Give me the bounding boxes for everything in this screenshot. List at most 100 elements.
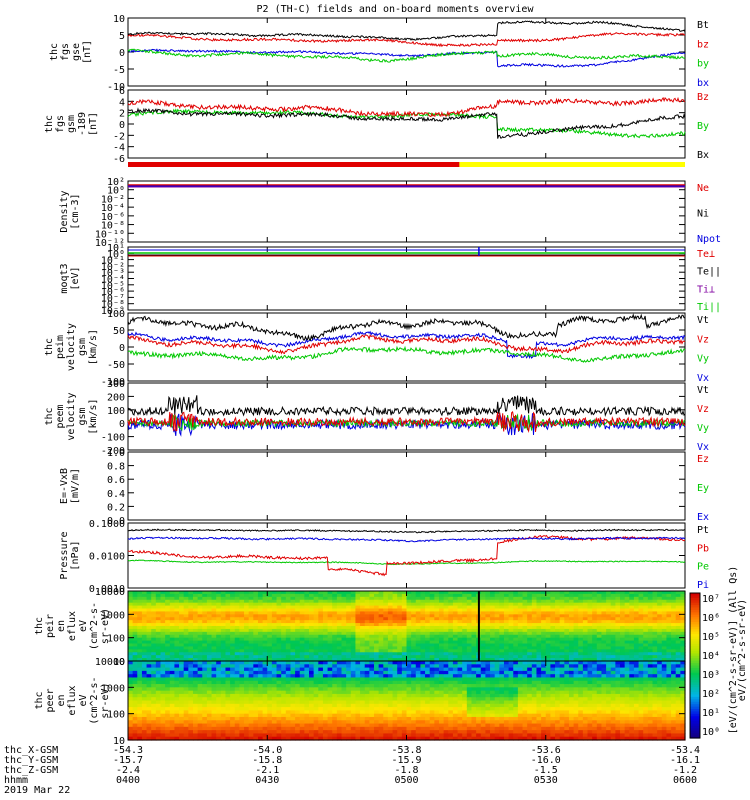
y-tick-label: 10000 <box>95 657 125 668</box>
legend-Te⊥: Te⊥ <box>697 249 715 260</box>
y-tick-label: 10⁻³ <box>101 268 125 279</box>
x-tick-label: -16.1 <box>670 755 700 766</box>
y-tick-label: 200 <box>107 392 125 403</box>
y-tick-label: 10⁻⁹ <box>101 306 125 317</box>
x-axis-row-label: hhmm <box>4 775 28 786</box>
y-axis-label: velocity <box>66 392 77 440</box>
x-axis-row-label: thc_Z-GSM <box>4 765 58 776</box>
y-tick-label: 5 <box>119 31 125 42</box>
y-axis-label: [nPa] <box>70 540 81 570</box>
series-Bt <box>127 20 686 41</box>
y-tick-label: 10⁻⁷ <box>101 293 125 304</box>
y-tick-label: 10⁻⁴ <box>101 203 125 214</box>
x-tick-label: -15.9 <box>391 755 421 766</box>
y-tick-label: 100 <box>107 406 125 417</box>
y-tick-label: 10⁻¹⁰ <box>95 229 125 240</box>
legend-Npot: Npot <box>697 234 721 245</box>
y-axis-label: en <box>56 620 67 632</box>
panel-frame-peim_velocity <box>127 312 686 382</box>
legend-Pt: Pt <box>697 525 709 536</box>
legend-Ni: Ni <box>697 209 709 220</box>
legend-Vy: Vy <box>697 354 709 365</box>
series-Vx <box>127 330 686 360</box>
y-tick-label: -10 <box>107 82 125 93</box>
y-tick-label: -50 <box>107 360 125 371</box>
y-tick-label: 10⁻⁸ <box>101 300 125 311</box>
y-tick-label: 0.4 <box>107 489 125 500</box>
x-tick-label: -1.2 <box>673 765 697 776</box>
y-tick-label: 10⁻¹ <box>101 256 125 267</box>
panel-frame-fgs_gsm <box>127 89 686 159</box>
y-axis-label: fgs <box>55 115 66 133</box>
x-tick-label: 0500 <box>394 775 418 786</box>
y-tick-label: 100 <box>107 634 125 645</box>
y-axis-label: eV <box>78 620 89 632</box>
y-tick-label: -100 <box>101 377 125 388</box>
y-axis-label: [mV/m] <box>70 468 81 504</box>
series-Vy <box>127 345 686 363</box>
y-tick-label: -100 <box>101 433 125 444</box>
legend-Ti||: Ti|| <box>697 302 721 313</box>
y-tick-label: 10² <box>107 177 125 188</box>
y-tick-label: 50 <box>113 326 125 337</box>
legend-Ti⊥: Ti⊥ <box>697 284 715 295</box>
y-axis-label: (cm^2-s- <box>89 676 100 724</box>
y-tick-label: 10 <box>113 14 125 25</box>
y-tick-label: 10⁻⁴ <box>101 275 125 286</box>
x-tick-label: 0430 <box>255 775 279 786</box>
y-axis-label: gsm <box>77 338 88 356</box>
y-axis-label: thc <box>44 338 55 356</box>
legend-bz: bz <box>697 39 709 50</box>
series-bx <box>127 48 686 68</box>
legend-Ex: Ex <box>697 512 709 523</box>
legend-Ey: Ey <box>697 483 709 494</box>
y-axis-label: thc <box>34 617 45 635</box>
colorbar-tick-label: 10⁰ <box>702 727 720 738</box>
y-tick-label: 300 <box>107 379 125 390</box>
spectrogram-peer_spec <box>128 661 686 741</box>
legend-Te||: Te|| <box>697 267 721 278</box>
legend-Vt: Vt <box>697 315 709 326</box>
y-tick-label: 1000 <box>101 610 125 621</box>
x-tick-label: -16.0 <box>531 755 561 766</box>
colorbar-tick-label: 10³ <box>702 670 720 681</box>
legend-by: by <box>697 59 709 70</box>
y-tick-label: -2 <box>113 131 125 142</box>
spectrogram-peir_spec <box>128 591 686 662</box>
y-tick-label: 0.0100 <box>89 552 125 563</box>
colorbar-tick-label: 10⁵ <box>702 632 720 643</box>
legend-Ne: Ne <box>697 183 709 194</box>
mode-bar-slow <box>128 162 460 167</box>
series-Bx <box>127 107 686 139</box>
y-tick-label: 100 <box>107 710 125 721</box>
series-Vt <box>127 313 686 342</box>
y-tick-label: 10⁻¹² <box>95 238 125 249</box>
y-tick-label: 10¹ <box>107 243 125 254</box>
y-tick-label: 0.0 <box>107 516 125 527</box>
y-tick-label: 10⁰ <box>107 186 125 197</box>
x-tick-label: -54.0 <box>252 745 282 756</box>
colorbar-label-2: eV/(cm^2-s-sr-eV) <box>737 599 748 701</box>
y-axis-label: eflux <box>67 611 78 641</box>
x-tick-label: -15.8 <box>252 755 282 766</box>
y-axis-label: thc <box>44 115 55 133</box>
series-Pt <box>127 528 686 534</box>
y-tick-label: 0.2 <box>107 502 125 513</box>
y-tick-label: -6 <box>113 154 125 165</box>
panel-frame-peem_velocity <box>127 382 686 451</box>
x-tick-label: 0400 <box>116 775 140 786</box>
x-axis-row-label: thc_X-GSM <box>4 745 58 756</box>
date-label: 2019 Mar 22 <box>4 785 70 796</box>
y-axis-label: Density <box>59 190 70 232</box>
y-axis-label: E=-VxB <box>59 468 70 504</box>
series-bz <box>127 32 686 48</box>
series-Bz <box>127 96 686 118</box>
series-Vt <box>127 395 686 417</box>
y-tick-label: 2 <box>119 109 125 120</box>
colorbar-label: [eV/(cm^2-s-sr-eV)] (All Qs) <box>728 566 739 735</box>
y-axis-label: eV <box>78 694 89 706</box>
x-tick-label: -53.6 <box>531 745 561 756</box>
y-axis-label: sr-eV) <box>100 682 111 718</box>
x-tick-label: -1.8 <box>394 765 418 776</box>
